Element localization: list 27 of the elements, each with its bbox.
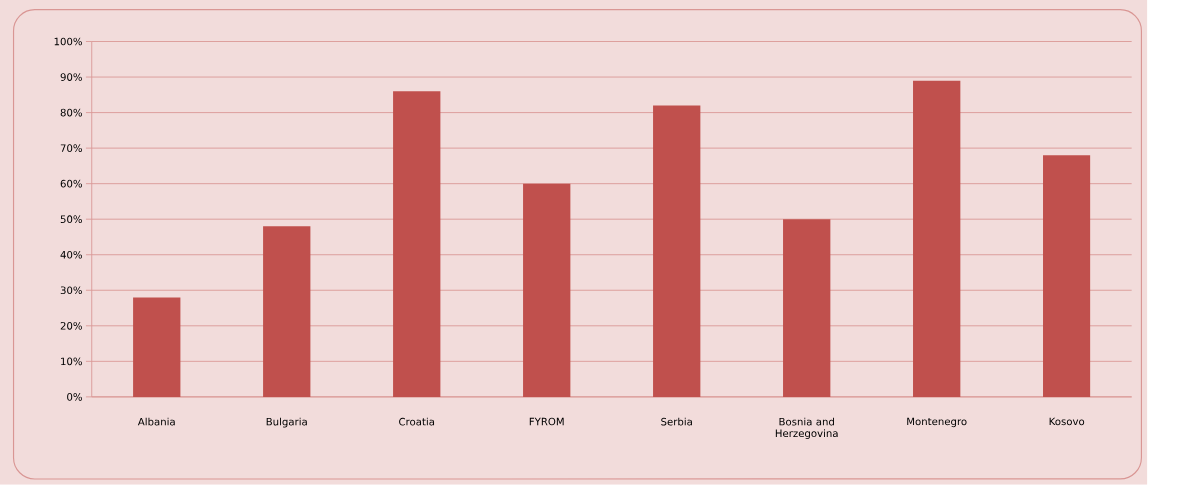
bar <box>523 183 571 397</box>
x-tick-label: Bosnia and Herzegovina <box>775 417 838 440</box>
y-tick-label: 60% <box>60 179 82 188</box>
bar <box>653 105 701 397</box>
y-tick-label: 40% <box>60 251 82 259</box>
bar <box>783 219 831 397</box>
y-tick-label: 20% <box>60 322 82 330</box>
y-tick-label: 80% <box>60 108 82 117</box>
bar <box>263 226 311 397</box>
y-tick-label: 100% <box>54 37 82 46</box>
y-tick-label: 0% <box>67 393 82 401</box>
y-tick-label: 70% <box>60 144 82 153</box>
x-tick-label: Albania <box>137 417 175 426</box>
x-tick-label: Croatia <box>399 417 435 426</box>
bar <box>393 91 441 397</box>
bar <box>1043 155 1091 397</box>
x-tick-label: Montenegro <box>907 417 967 428</box>
bar <box>133 297 181 397</box>
bar <box>913 80 961 397</box>
x-tick-label: Bulgaria <box>266 417 307 428</box>
y-tick-label: 50% <box>60 215 82 224</box>
y-tick-label: 30% <box>60 286 82 295</box>
y-tick-label: 10% <box>61 357 82 366</box>
x-tick-label: Kosovo <box>1049 417 1085 426</box>
x-tick-label: FYROM <box>529 417 564 426</box>
y-tick-label: 90% <box>60 73 82 81</box>
x-tick-label: Serbia <box>661 417 692 426</box>
